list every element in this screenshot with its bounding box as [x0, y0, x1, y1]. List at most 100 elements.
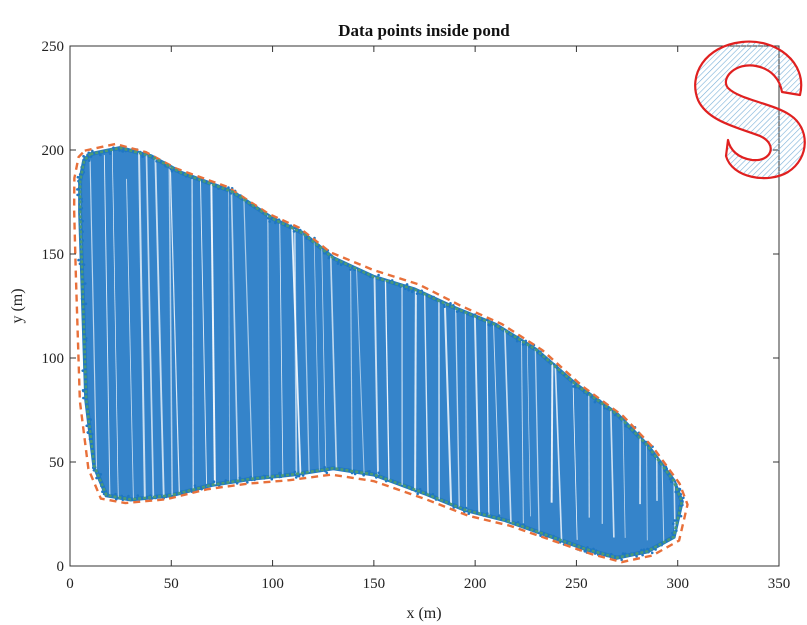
plot-area	[72, 142, 689, 564]
scatter-point	[650, 551, 654, 555]
scatter-point	[673, 519, 676, 522]
scatter-point	[155, 494, 159, 498]
scatter-point	[624, 552, 627, 556]
scatter-point	[136, 494, 140, 497]
scatter-point	[353, 472, 357, 476]
scatter-point	[92, 468, 96, 472]
scatter-point	[99, 153, 102, 157]
scatter-point	[112, 146, 115, 149]
scatter-point	[671, 522, 675, 526]
scatter-point	[449, 301, 452, 305]
scatter-point	[274, 221, 277, 225]
scatter-point	[76, 175, 80, 179]
x-tick-label: 0	[66, 576, 74, 592]
scatter-point	[305, 237, 308, 240]
scatter-point	[86, 431, 90, 435]
scatter-point	[195, 488, 198, 492]
x-axis-label: x (m)	[406, 605, 441, 622]
scatter-point	[641, 553, 644, 557]
scatter-point	[679, 514, 683, 518]
y-tick-label: 0	[57, 559, 65, 575]
scatter-point	[227, 186, 230, 189]
x-tick-label: 200	[464, 576, 487, 592]
scatter-point	[558, 540, 562, 544]
scatter-point	[108, 152, 112, 155]
scatter-point	[84, 302, 88, 306]
scatter-point	[289, 224, 293, 227]
scatter-point	[475, 510, 479, 513]
x-tick-label: 50	[164, 576, 179, 592]
scatter-point	[572, 385, 575, 388]
gap-streak	[242, 159, 256, 540]
scatter-point	[83, 282, 87, 285]
scatter-point	[294, 476, 298, 479]
scatter-point	[592, 547, 595, 551]
x-tick-label: 350	[768, 576, 791, 592]
chart-title: Data points inside pond	[338, 21, 510, 40]
scatter-point	[180, 490, 183, 493]
scatter-point	[521, 343, 525, 346]
scatter-point	[81, 219, 84, 223]
scatter-point	[674, 490, 678, 494]
scatter-point	[270, 477, 274, 481]
scatter-point	[455, 310, 459, 313]
scatter-point	[515, 339, 519, 343]
scatter-point	[414, 489, 418, 493]
scatter-point	[90, 432, 94, 436]
scatter-point	[87, 159, 91, 162]
scatter-point	[624, 424, 628, 428]
scatter-point	[497, 514, 501, 517]
gap-streak	[414, 157, 418, 505]
scatter-point	[671, 533, 675, 537]
scatter-point	[301, 474, 305, 477]
gap-streak	[168, 147, 182, 557]
scatter-point	[141, 155, 144, 158]
scatter-point	[552, 534, 555, 538]
gap-streak	[230, 164, 241, 538]
scatter-point	[277, 472, 281, 475]
scatter-point	[238, 476, 242, 480]
scatter-point	[593, 552, 597, 555]
scatter-point	[77, 258, 80, 262]
scatter-point	[486, 512, 489, 515]
x-tick-label: 300	[666, 576, 689, 592]
scatter-point	[81, 369, 85, 372]
scatter-point	[668, 477, 672, 481]
scatter-point	[85, 424, 89, 428]
gap-streak	[89, 159, 98, 508]
gap-streak	[111, 147, 120, 532]
scatter-point	[424, 492, 427, 496]
s-logo-watermark	[694, 40, 806, 180]
scatter-point	[609, 552, 613, 556]
scatter-point	[640, 548, 643, 552]
scatter-point	[95, 476, 98, 480]
scatter-point	[669, 480, 673, 484]
scatter-point	[84, 336, 88, 340]
scatter-point	[118, 149, 121, 152]
y-tick-label: 100	[42, 351, 65, 367]
scatter-point	[620, 558, 623, 562]
scatter-point	[114, 498, 118, 501]
scatter-point	[407, 288, 410, 292]
y-tick-label: 250	[42, 39, 65, 55]
scatter-point	[175, 492, 179, 496]
scatter-point	[325, 471, 329, 475]
scatter-point	[603, 406, 606, 410]
y-tick-label: 150	[42, 247, 65, 263]
gap-streak	[103, 155, 112, 558]
scatter-point	[323, 465, 327, 469]
scatter-point	[114, 492, 117, 496]
scatter-point	[298, 228, 302, 232]
gap-streak	[168, 168, 174, 537]
gap-streak	[210, 173, 217, 515]
scatter-point	[490, 320, 494, 324]
scatter-point	[646, 548, 649, 551]
scatter-point	[488, 324, 492, 327]
scatter-point	[635, 555, 638, 558]
x-tick-label: 150	[363, 576, 386, 592]
buffer-line	[72, 142, 689, 564]
scatter-point	[467, 512, 471, 515]
scatter-point	[384, 479, 388, 483]
scatter-point	[621, 552, 625, 555]
